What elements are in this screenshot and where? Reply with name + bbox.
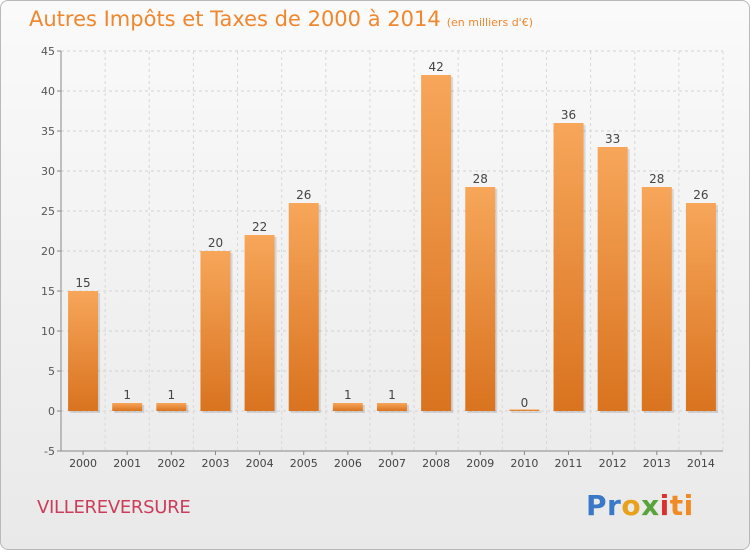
bar-2013[interactable] [641,187,672,411]
y-tick-label: 0 [48,405,55,418]
logo-part: Pr [586,489,622,522]
chart-title: Autres Impôts et Taxes de 2000 à 2014 (en… [29,7,533,31]
x-tick-label-2011: 2011 [555,457,583,470]
x-tick-label-2010: 2010 [510,457,538,470]
bar-2001[interactable] [112,403,143,411]
logo-part: o [621,489,642,522]
bar-2010[interactable] [509,409,540,412]
x-tick-label-2003: 2003 [201,457,229,470]
data-label-2010: 0 [521,396,529,410]
bar-2005[interactable] [288,203,319,411]
bar-2003[interactable] [200,251,231,411]
data-label-2009: 28 [473,172,488,186]
x-tick-label-2005: 2005 [290,457,318,470]
bar-2009[interactable] [465,187,496,411]
y-tick-label: 40 [41,85,55,98]
y-tick-label: -5 [44,445,55,458]
y-tick-label: 30 [41,165,55,178]
bar-2008[interactable] [421,75,452,411]
y-tick-label: 45 [41,45,55,58]
data-label-2001: 1 [123,388,131,402]
bar-2006[interactable] [332,403,363,411]
y-tick-label: 5 [48,365,55,378]
logo-part: x [641,489,660,522]
data-label-2006: 1 [344,388,352,402]
y-tick-label: 10 [41,325,55,338]
data-label-2002: 1 [168,388,176,402]
data-label-2013: 28 [649,172,664,186]
data-label-2012: 33 [605,132,620,146]
bar-shadow [511,411,542,413]
x-tick-label-2006: 2006 [334,457,362,470]
data-label-2003: 20 [208,236,223,250]
x-tick-label-2009: 2009 [466,457,494,470]
bar-2007[interactable] [377,403,407,411]
bar-2000[interactable] [68,291,99,411]
x-tick-label-2000: 2000 [69,457,97,470]
data-label-2011: 36 [561,108,576,122]
x-tick-label-2004: 2004 [246,457,274,470]
data-label-2014: 26 [693,188,708,202]
x-tick-label-2002: 2002 [157,457,185,470]
data-label-2000: 15 [75,276,90,290]
chart-title-text: Autres Impôts et Taxes de 2000 à 2014 [29,7,441,31]
bar-2004[interactable] [244,235,275,411]
chart-subtitle: (en milliers d'€) [446,16,533,29]
y-tick-label: 15 [41,285,55,298]
y-tick-label: 35 [41,125,55,138]
proxiti-logo[interactable]: Proxiti [586,489,694,522]
bar-2011[interactable] [553,123,584,411]
x-tick-label-2008: 2008 [422,457,450,470]
data-label-2004: 22 [252,220,267,234]
data-labels: 15 1 1 20 22 26 1 1 42 28 0 36 33 28 26 [75,60,708,410]
data-label-2008: 42 [428,60,443,74]
bar-2012[interactable] [597,147,628,411]
bar-2014[interactable] [685,203,716,411]
y-tick-label: 25 [41,205,55,218]
data-label-2007: 1 [388,388,396,402]
x-tick-label-2001: 2001 [113,457,141,470]
x-tick-label-2012: 2012 [599,457,627,470]
y-tick-label: 20 [41,245,55,258]
commune-name: VILLEREVERSURE [37,497,191,518]
bars [68,75,718,413]
x-tick-label-2014: 2014 [687,457,715,470]
bar-2002[interactable] [156,403,187,411]
data-label-2005: 26 [296,188,311,202]
logo-part: i [659,489,670,522]
x-tick-label-2013: 2013 [643,457,671,470]
logo-part: ti [669,489,694,522]
x-tick-label-2007: 2007 [378,457,406,470]
